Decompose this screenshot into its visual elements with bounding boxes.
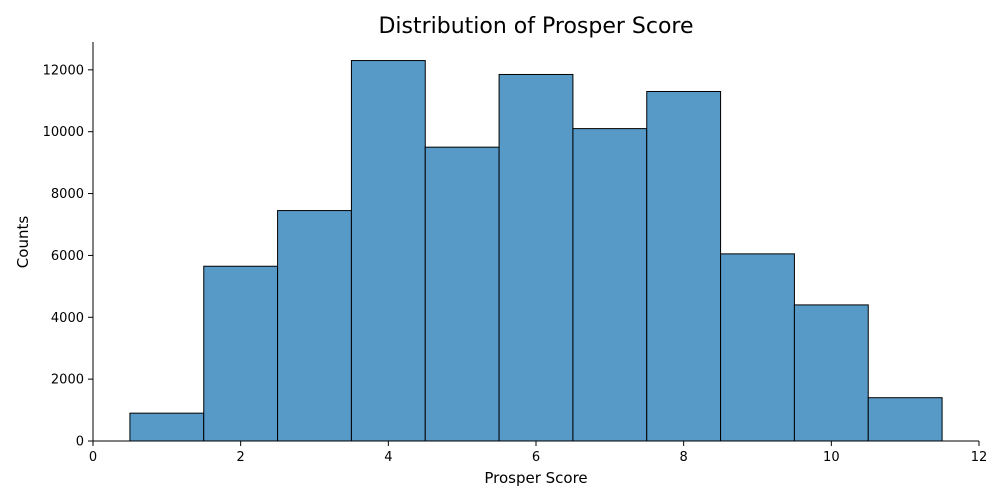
y-axis-label: Counts bbox=[14, 216, 32, 269]
y-tick-label: 2000 bbox=[51, 373, 84, 388]
histogram-bar-7 bbox=[572, 128, 648, 442]
x-tick-label: 6 bbox=[532, 450, 540, 465]
y-tick-label: 6000 bbox=[51, 249, 84, 264]
y-tick-label: 12000 bbox=[43, 63, 84, 78]
x-tick-label: 8 bbox=[680, 450, 688, 465]
histogram-bar-4 bbox=[350, 60, 426, 442]
histogram-bar-9 bbox=[720, 253, 795, 442]
histogram-bar-1 bbox=[129, 412, 205, 442]
y-tick-label: 0 bbox=[76, 435, 84, 450]
x-tick-label: 0 bbox=[89, 450, 97, 465]
x-tick-label: 4 bbox=[384, 450, 392, 465]
y-tick-label: 8000 bbox=[51, 187, 84, 202]
histogram-bar-6 bbox=[498, 73, 574, 442]
histogram-bar-8 bbox=[646, 90, 722, 442]
axes-layer: 0 2 4 6 8 10 12 0 2000 4000 6000 8000 10000 12000 bbox=[43, 42, 988, 465]
x-tick-label: 10 bbox=[823, 450, 840, 465]
x-axis-label: Prosper Score bbox=[484, 469, 587, 487]
histogram-bar-5 bbox=[424, 146, 500, 442]
y-tick-label: 4000 bbox=[51, 311, 84, 326]
histogram-bar-11 bbox=[867, 397, 943, 442]
bars-layer bbox=[129, 60, 943, 442]
y-tick-label: 10000 bbox=[43, 125, 84, 140]
chart-title: Distribution of Prosper Score bbox=[378, 14, 693, 39]
histogram-bar-2 bbox=[203, 265, 279, 442]
histogram-bar-10 bbox=[793, 304, 869, 442]
x-tick-label: 2 bbox=[237, 450, 245, 465]
histogram-bar-3 bbox=[277, 210, 352, 442]
x-tick-label: 12 bbox=[971, 450, 988, 465]
